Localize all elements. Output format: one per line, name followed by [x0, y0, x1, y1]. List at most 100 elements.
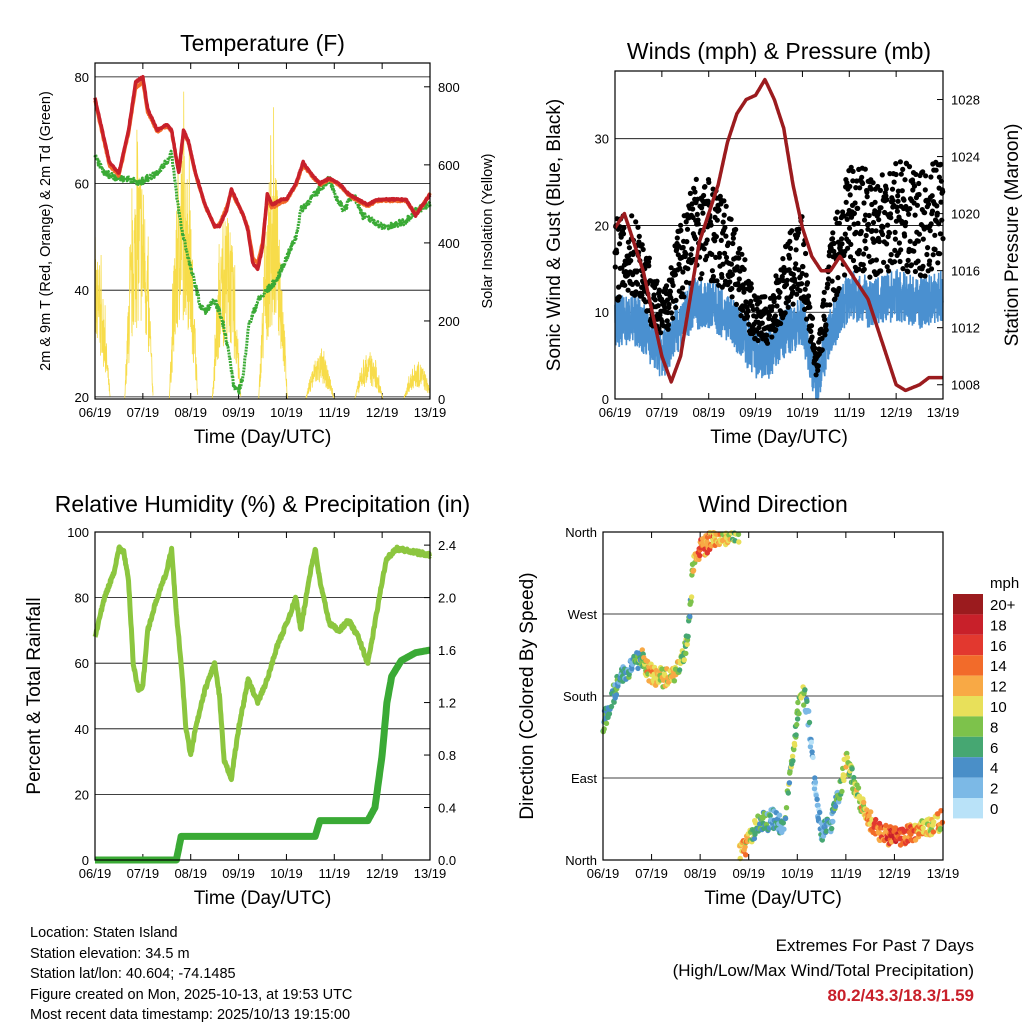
direction-point [697, 552, 703, 559]
gust-point [684, 239, 690, 245]
direction-point [792, 742, 798, 749]
gust-point [745, 308, 751, 314]
gust-point [701, 192, 707, 199]
gust-point [772, 295, 778, 301]
legend-label: 4 [990, 760, 998, 777]
legend-title: mph [990, 575, 1019, 592]
gust-point [805, 293, 812, 299]
direction-point [743, 852, 749, 858]
gust-point [842, 272, 848, 278]
x-tick-label: 13/19 [927, 405, 960, 420]
gust-point [780, 278, 786, 284]
gust-point [808, 323, 815, 329]
gust-point [819, 347, 825, 353]
speed-legend: mph 20+ 18 16 14 12 10 8 6 4 2 0 [953, 575, 1019, 819]
gust-point [694, 211, 700, 217]
gust-point [804, 316, 810, 322]
gust-point [908, 262, 915, 268]
direction-point [671, 678, 678, 684]
gust-point [712, 238, 718, 244]
direction-point [783, 805, 790, 811]
direction-point [937, 826, 944, 832]
gust-point [840, 209, 846, 215]
direction-point [931, 819, 937, 825]
y-tick-label: 60 [75, 656, 89, 671]
x-tick-label: 09/19 [732, 866, 765, 881]
gust-point [895, 188, 902, 194]
gust-point [673, 297, 679, 303]
legend-swatch [953, 614, 983, 635]
direction-point [814, 796, 820, 802]
gust-point [728, 261, 735, 267]
gust-point [634, 268, 640, 274]
gust-point [851, 221, 857, 227]
direction-point [873, 816, 879, 823]
gust-point [897, 258, 903, 265]
legend-swatch [953, 736, 983, 758]
x-tick-label: 11/19 [318, 866, 350, 881]
y2-axis-label: Station Pressure (Maroon) [1002, 124, 1023, 347]
direction-point [683, 650, 689, 657]
gust-point [933, 167, 939, 173]
gust-point [895, 198, 901, 204]
x-tick-label: 09/19 [222, 405, 255, 420]
x-tick-label: 06/19 [79, 405, 112, 420]
direction-point [785, 790, 791, 796]
x-tick-label: 09/19 [222, 866, 255, 881]
gust-point [883, 186, 889, 192]
panel-2: Relative Humidity (%) & Precipitation (i… [24, 491, 470, 909]
pressure-line [613, 77, 945, 393]
gust-point [744, 313, 751, 319]
gust-point [847, 192, 853, 198]
gust-point [625, 239, 632, 245]
gust-point [847, 254, 854, 260]
x-axis-label: Time (Day/UTC) [710, 427, 848, 448]
gust-point [764, 332, 770, 338]
x-tick-label: 13/19 [414, 405, 447, 420]
gust-point [834, 209, 841, 215]
gust-point [822, 332, 828, 338]
x-tick-label: 07/19 [127, 866, 160, 881]
gust-point [861, 251, 867, 257]
gust-point [769, 304, 776, 310]
gust-point [900, 266, 906, 272]
gust-point [699, 205, 705, 211]
gust-point [709, 251, 715, 257]
gust-point [906, 164, 913, 170]
gust-point [888, 215, 894, 221]
gust-point [680, 285, 686, 291]
direction-point [832, 803, 839, 809]
gust-point [866, 253, 872, 259]
x-tick-label: 07/19 [127, 405, 160, 420]
gust-point [723, 203, 729, 209]
x-tick-label: 12/19 [366, 405, 399, 420]
direction-point [629, 665, 635, 672]
gust-point [665, 322, 672, 328]
gust-point [856, 266, 862, 272]
gust-point [755, 295, 761, 301]
gust-point [839, 236, 845, 242]
gust-point [906, 211, 912, 217]
gust-point [856, 247, 863, 254]
y2-tick-label: 800 [438, 80, 460, 95]
legend-swatch [953, 634, 983, 656]
created-text: Figure created on Mon, 2025-10-13, at 19… [30, 986, 353, 1003]
gust-point [772, 313, 779, 319]
direction-point [795, 699, 801, 706]
gust-point [780, 256, 786, 262]
direction-point [794, 721, 800, 728]
direction-point [626, 671, 632, 678]
direction-point [601, 726, 607, 732]
gust-point [736, 276, 742, 282]
gust-point [932, 232, 938, 238]
gust-point [764, 340, 771, 346]
gust-point [938, 161, 944, 167]
gust-point [913, 171, 919, 177]
gust-point [850, 168, 856, 174]
latlon-text: Station lat/lon: 40.604; -74.1485 [30, 966, 236, 982]
gust-point [918, 273, 924, 279]
direction-point [780, 820, 786, 826]
gust-point [800, 264, 806, 270]
gust-point [927, 228, 933, 234]
direction-point [938, 808, 944, 814]
